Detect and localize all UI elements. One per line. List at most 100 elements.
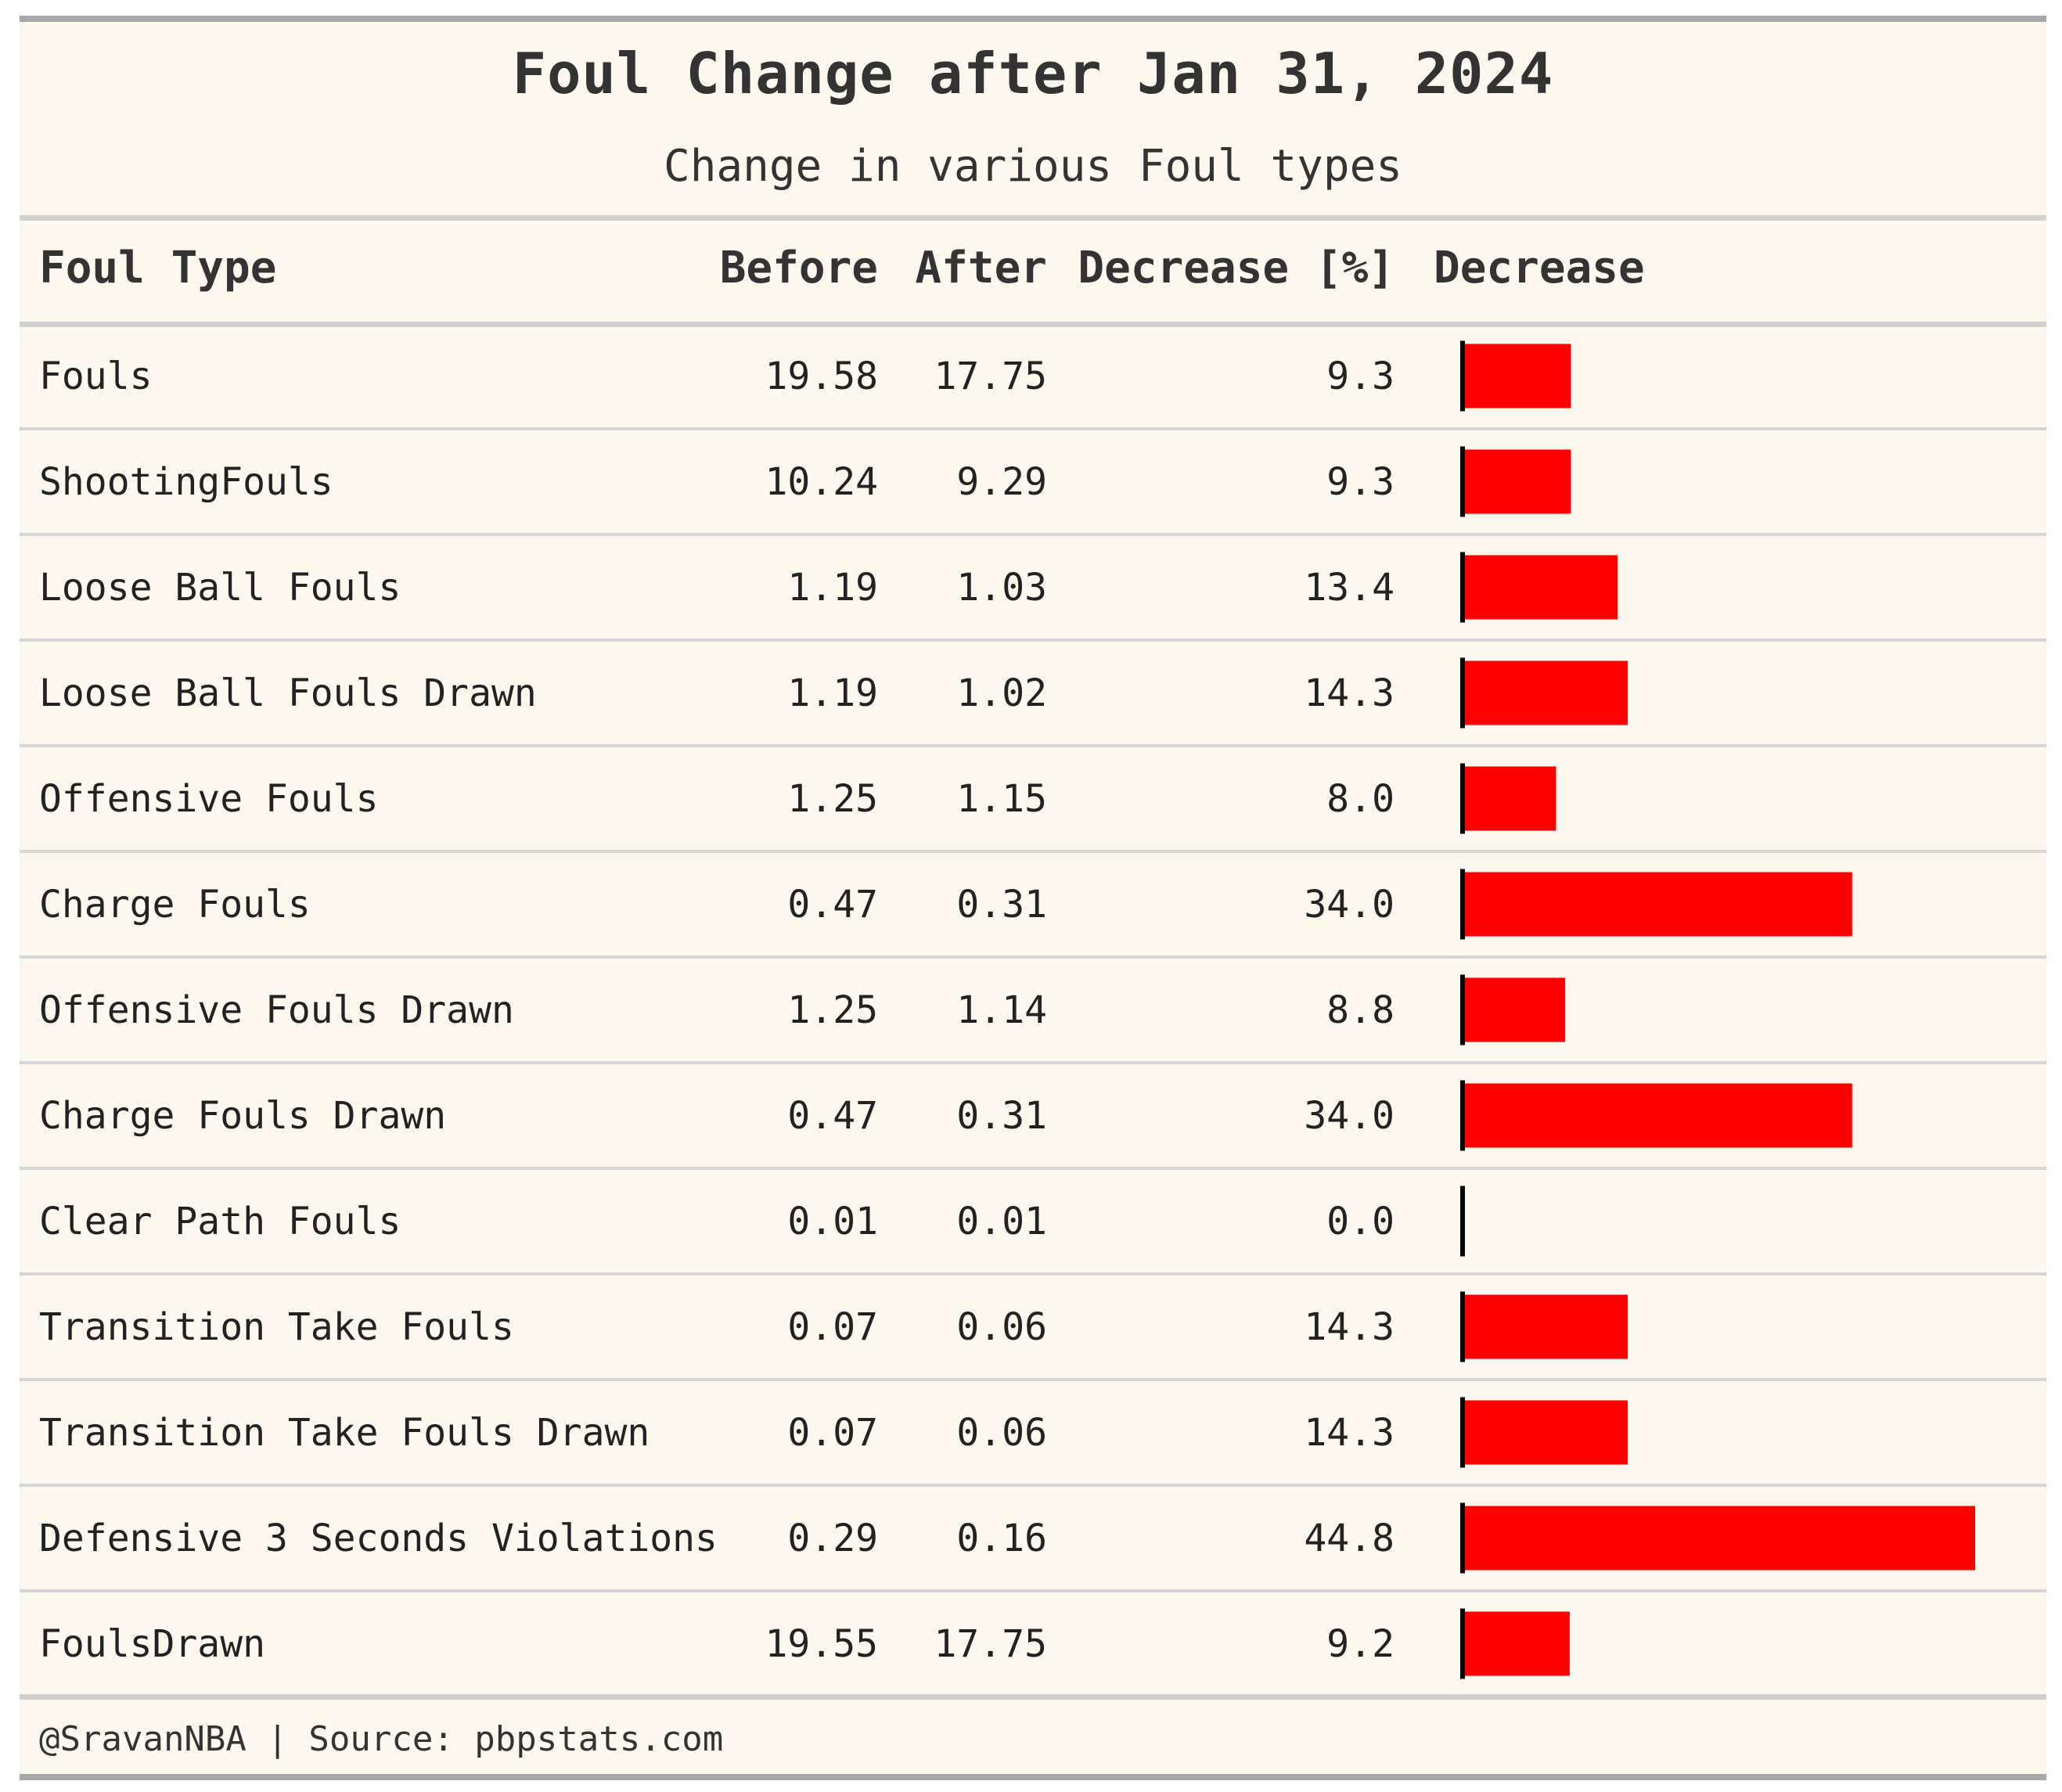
bar-baseline (1460, 1502, 1465, 1574)
bar-baseline (1460, 1291, 1465, 1362)
row-foul-type: Charge Fouls Drawn (39, 1094, 447, 1138)
decrease-bar (1465, 1400, 1628, 1465)
row-decrease-pct: 9.2 (1326, 1622, 1394, 1666)
row-before-value: 1.25 (787, 988, 878, 1032)
bottom-border (20, 1774, 2046, 1780)
row-after-value: 0.01 (956, 1200, 1047, 1243)
row-before-value: 10.24 (765, 460, 879, 504)
bar-baseline (1460, 869, 1465, 940)
row-divider (20, 744, 2046, 747)
row-after-value: 0.31 (956, 1094, 1047, 1138)
row-foul-type: Offensive Fouls (39, 777, 379, 821)
header-decrease-bar: Decrease (1434, 243, 1645, 293)
row-before-value: 1.25 (787, 777, 878, 821)
row-before-value: 0.29 (787, 1517, 878, 1560)
row-foul-type: Transition Take Fouls Drawn (39, 1411, 650, 1455)
footer-top-rule (20, 1694, 2046, 1700)
row-divider (20, 533, 2046, 536)
chart-title: Foul Change after Jan 31, 2024 (512, 41, 1554, 106)
bar-baseline (1460, 1397, 1465, 1468)
row-before-value: 0.07 (787, 1411, 878, 1455)
row-before-value: 1.19 (787, 671, 878, 715)
row-foul-type: ShootingFouls (39, 460, 333, 504)
header-top-rule (20, 215, 2046, 221)
header-after: After (915, 243, 1047, 293)
row-divider (20, 1484, 2046, 1487)
row-before-value: 0.01 (787, 1200, 878, 1243)
header-bottom-rule (20, 322, 2046, 327)
row-foul-type: Loose Ball Fouls (39, 566, 401, 610)
row-decrease-pct: 34.0 (1304, 883, 1394, 927)
row-after-value: 0.06 (956, 1305, 1047, 1349)
header-decrease-pct: Decrease [%] (1078, 243, 1394, 293)
row-before-value: 19.58 (765, 354, 879, 398)
row-foul-type: Offensive Fouls Drawn (39, 988, 514, 1032)
row-divider (20, 850, 2046, 853)
decrease-bar (1465, 977, 1566, 1042)
row-decrease-pct: 13.4 (1304, 566, 1394, 610)
row-decrease-pct: 34.0 (1304, 1094, 1394, 1138)
row-after-value: 9.29 (956, 460, 1047, 504)
row-after-value: 0.06 (956, 1411, 1047, 1455)
row-divider (20, 1378, 2046, 1381)
row-divider (20, 1589, 2046, 1592)
row-after-value: 0.31 (956, 883, 1047, 927)
row-decrease-pct: 14.3 (1304, 671, 1394, 715)
row-decrease-pct: 14.3 (1304, 1411, 1394, 1455)
row-decrease-pct: 8.8 (1326, 988, 1394, 1032)
decrease-bar (1465, 872, 1852, 937)
row-foul-type: FoulsDrawn (39, 1622, 265, 1666)
bar-baseline (1460, 446, 1465, 517)
bar-baseline (1460, 340, 1465, 412)
row-foul-type: Transition Take Fouls (39, 1305, 514, 1349)
row-decrease-pct: 0.0 (1326, 1200, 1394, 1243)
bar-baseline (1460, 974, 1465, 1045)
row-after-value: 17.75 (934, 354, 1048, 398)
decrease-bar (1465, 449, 1571, 514)
decrease-bar (1465, 555, 1618, 620)
row-foul-type: Charge Fouls (39, 883, 311, 927)
bar-baseline (1460, 1080, 1465, 1151)
decrease-bar (1465, 1506, 1975, 1571)
bar-baseline (1460, 1186, 1465, 1257)
row-after-value: 0.16 (956, 1517, 1047, 1560)
header-foul-type: Foul Type (39, 243, 277, 293)
row-decrease-pct: 14.3 (1304, 1305, 1394, 1349)
row-after-value: 1.14 (956, 988, 1047, 1032)
bar-baseline (1460, 657, 1465, 729)
bar-baseline (1460, 1608, 1465, 1679)
row-after-value: 1.15 (956, 777, 1047, 821)
row-before-value: 19.55 (765, 1622, 879, 1666)
decrease-bar (1465, 1294, 1628, 1359)
decrease-bar (1465, 660, 1628, 725)
header-before: Before (719, 243, 878, 293)
top-border (20, 16, 2046, 22)
row-decrease-pct: 9.3 (1326, 354, 1394, 398)
row-before-value: 0.47 (787, 1094, 878, 1138)
bar-baseline (1460, 763, 1465, 834)
row-divider (20, 427, 2046, 430)
row-divider (20, 639, 2046, 642)
bar-baseline (1460, 552, 1465, 623)
decrease-bar (1465, 1611, 1570, 1676)
row-after-value: 1.02 (956, 671, 1047, 715)
decrease-bar (1465, 766, 1556, 831)
row-divider (20, 955, 2046, 959)
row-divider (20, 1061, 2046, 1064)
decrease-bar (1465, 344, 1571, 408)
row-decrease-pct: 9.3 (1326, 460, 1394, 504)
decrease-bar (1465, 1083, 1852, 1148)
row-foul-type: Loose Ball Fouls Drawn (39, 671, 537, 715)
row-decrease-pct: 44.8 (1304, 1517, 1394, 1560)
chart-subtitle: Change in various Foul types (663, 141, 1402, 192)
row-before-value: 0.47 (787, 883, 878, 927)
row-foul-type: Defensive 3 Seconds Violations (39, 1517, 718, 1560)
row-after-value: 17.75 (934, 1622, 1048, 1666)
source-footer: @SravanNBA | Source: pbpstats.com (39, 1719, 724, 1759)
row-before-value: 1.19 (787, 566, 878, 610)
row-divider (20, 1272, 2046, 1276)
row-decrease-pct: 8.0 (1326, 777, 1394, 821)
row-foul-type: Fouls (39, 354, 153, 398)
row-before-value: 0.07 (787, 1305, 878, 1349)
